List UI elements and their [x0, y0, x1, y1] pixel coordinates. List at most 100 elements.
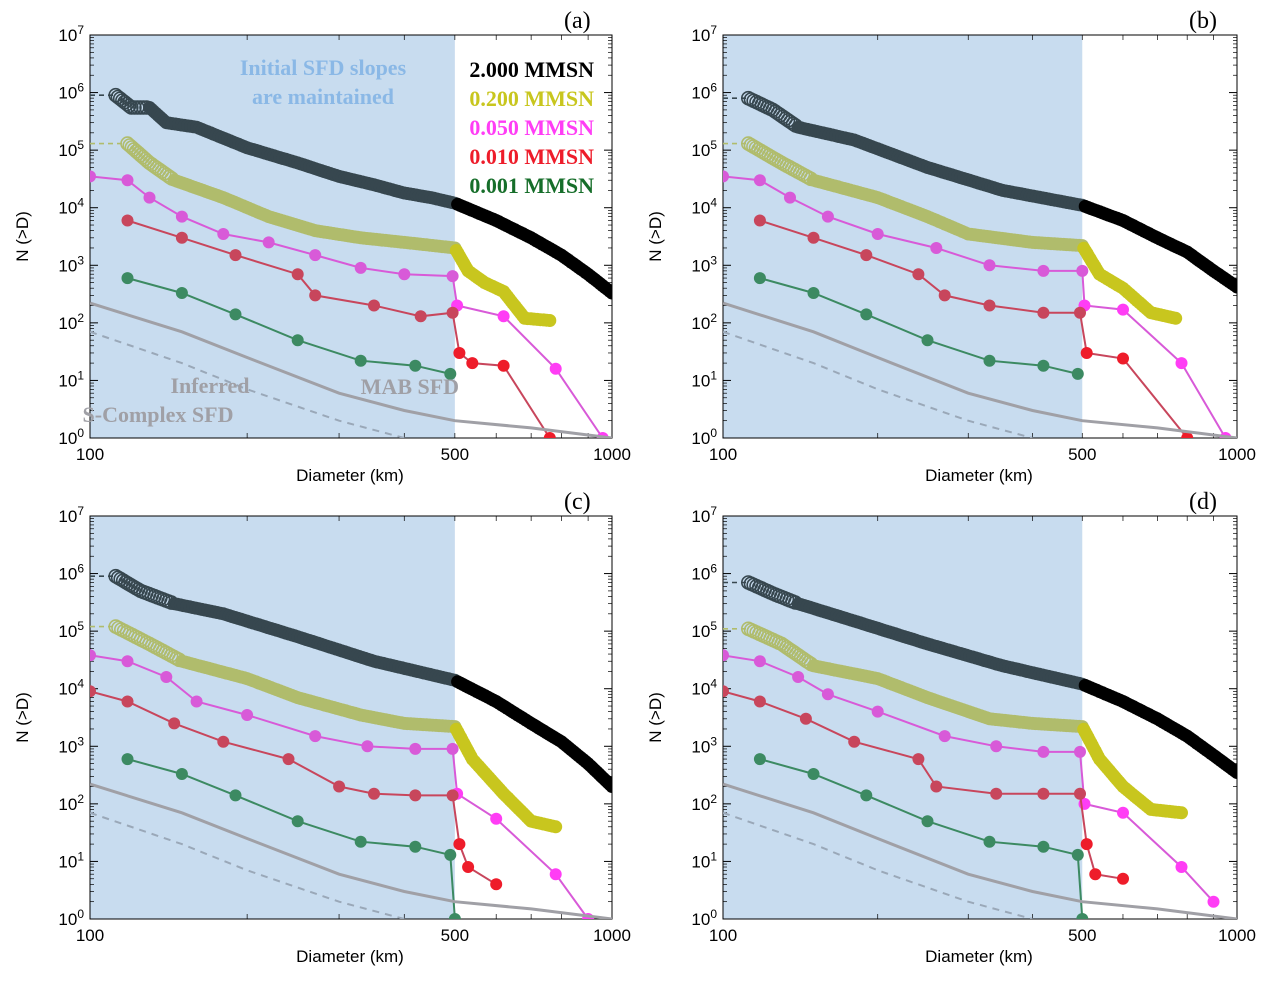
series-0-050-marker [821, 210, 834, 223]
panel-label: (b) [1189, 8, 1217, 34]
scomplex-sfd-line [90, 330, 405, 438]
series-0-010-marker [466, 357, 479, 370]
series-0-010-marker [860, 249, 873, 262]
plot-frame [89, 515, 613, 920]
series-0-001-marker [1076, 913, 1089, 919]
series-0-050-marker [309, 249, 322, 262]
series-0-010-marker [912, 753, 925, 766]
legend-entry: 0.050 MMSN [469, 115, 594, 140]
series-0-050-marker [821, 688, 834, 701]
series-group [90, 568, 612, 919]
y-tick-label: 104 [58, 196, 84, 218]
series-0-200-marker [543, 314, 557, 327]
series-0-050-marker [143, 191, 156, 204]
series-0-010-marker [368, 299, 380, 312]
x-axis-label: Diameter (km) [296, 466, 404, 485]
series-0-001-marker [860, 308, 873, 321]
panel-d: 100 101 102 103 104 105 106 107 100 500 1000 Diamet… [646, 489, 1256, 966]
y-axis-label: N (>D) [646, 692, 665, 743]
y-tick-label: 101 [691, 368, 717, 390]
series-0-010-marker [1117, 352, 1129, 365]
series-0-050-marker [1117, 806, 1129, 819]
series-0-050-marker [930, 242, 943, 254]
y-tick-label: 107 [691, 504, 717, 526]
series-0-050-line [90, 175, 604, 438]
series-0-010-marker [990, 787, 1003, 800]
y-tick-label: 105 [58, 138, 84, 160]
series-0-200-marker [1175, 806, 1188, 820]
series-0-001-marker [291, 815, 304, 828]
series-0-010-marker [168, 717, 181, 730]
y-tick-label: 105 [691, 619, 717, 641]
series-0-010-marker [1089, 868, 1102, 881]
series-0-001-marker [409, 840, 422, 853]
x-tick-label: 500 [1068, 926, 1096, 945]
series-0-050-marker [90, 170, 96, 183]
series-0-010-marker [912, 268, 925, 281]
y-tick-label: 103 [691, 253, 717, 275]
series-0-001-marker [229, 789, 242, 802]
series-0-050-marker [262, 236, 275, 249]
series-0-001-marker [448, 913, 461, 919]
y-tick-label: 100 [58, 426, 84, 448]
annotation-scomplex: Inferred [170, 373, 249, 398]
series-0-001-marker [354, 835, 367, 848]
series-0-050-marker [549, 362, 562, 375]
plot-frame [89, 34, 613, 439]
panel-label: (a) [564, 8, 591, 34]
series-0-001-marker [753, 272, 766, 285]
y-tick-label: 100 [58, 907, 84, 929]
series-0-010-marker [446, 789, 459, 802]
series-0-010-marker [309, 289, 322, 302]
x-tick-label: 1000 [593, 445, 631, 464]
series-0-010-marker [414, 310, 427, 323]
series-0-010-marker [1080, 347, 1093, 359]
series-0-010-marker [1074, 787, 1086, 800]
mab-sfd-line [723, 301, 1237, 438]
series-0-050-marker [1076, 264, 1089, 277]
series-0-010-marker [453, 347, 466, 359]
plot-frame [722, 515, 1238, 920]
series-0-010-marker [1080, 838, 1093, 851]
series-0-050-marker [871, 228, 884, 240]
series-0-001-marker [807, 287, 820, 299]
series-0-010-marker [983, 299, 996, 312]
series-0-050-marker [398, 268, 411, 281]
series-0-050-marker [497, 310, 510, 323]
series-group [723, 90, 1237, 438]
y-tick-label: 107 [58, 504, 84, 526]
series-0-050-marker [938, 730, 951, 743]
series-0-200-marker [549, 820, 563, 834]
series-0-001-marker [807, 768, 820, 780]
series-0-050-marker [217, 228, 230, 240]
y-tick-label: 104 [691, 196, 717, 218]
scomplex-sfd-line [90, 811, 405, 919]
series-2-000-marker [605, 286, 612, 300]
series-0-001-marker [175, 287, 188, 299]
series-0-050-marker [190, 695, 203, 708]
series-0-001-marker [409, 359, 422, 372]
series-0-010-marker [462, 861, 475, 873]
y-tick-label: 104 [58, 677, 84, 699]
series-0-010-marker [446, 306, 459, 319]
x-axis-label: Diameter (km) [925, 466, 1033, 485]
series-0-010-marker [291, 268, 304, 281]
mab-sfd-line [90, 301, 612, 438]
series-group [723, 575, 1237, 919]
y-tick-label: 103 [58, 253, 84, 275]
y-tick-label: 101 [58, 849, 84, 871]
legend-entry: 0.001 MMSN [469, 173, 594, 198]
x-axis-label: Diameter (km) [296, 947, 404, 966]
series-0-050-marker [446, 742, 459, 755]
series-0-050-marker [723, 170, 729, 183]
series-2-000-marker [605, 780, 612, 793]
legend-entry: 2.000 MMSN [469, 57, 594, 82]
series-0-050-marker [361, 740, 374, 753]
series-2-000-marker [119, 96, 135, 112]
series-0-050-marker [1207, 895, 1220, 908]
legend-entry: 0.200 MMSN [469, 86, 594, 111]
y-tick-label: 101 [58, 368, 84, 390]
x-tick-label: 100 [709, 445, 737, 464]
y-axis-label: N (>D) [13, 692, 32, 743]
y-tick-label: 104 [691, 677, 717, 699]
